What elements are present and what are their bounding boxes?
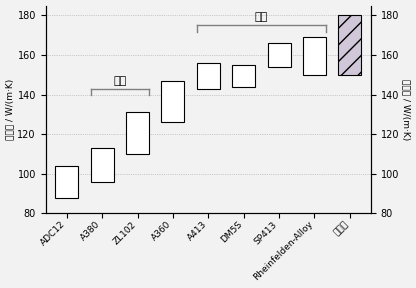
Bar — [338, 16, 362, 75]
Bar — [161, 81, 184, 122]
Text: 国内: 国内 — [113, 76, 126, 86]
Bar — [55, 166, 78, 198]
Bar — [267, 43, 291, 67]
Bar — [91, 148, 114, 182]
Y-axis label: 热导率 / W/(m·K): 热导率 / W/(m·K) — [401, 79, 411, 140]
Bar — [126, 112, 149, 154]
Bar — [197, 63, 220, 89]
Text: 国外: 国外 — [255, 12, 268, 22]
Bar — [303, 37, 326, 75]
Bar — [232, 65, 255, 87]
Y-axis label: 热导率 / W/(m·K): 热导率 / W/(m·K) — [5, 79, 15, 140]
